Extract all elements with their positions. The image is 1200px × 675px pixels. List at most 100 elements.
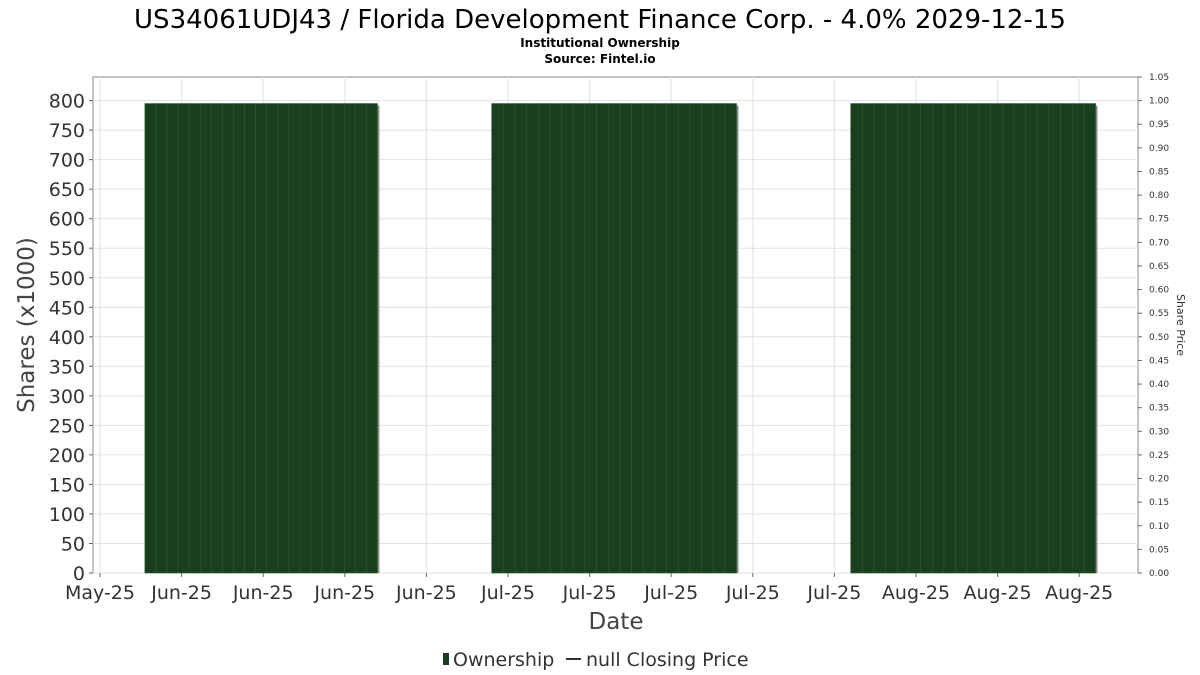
ownership-bar (631, 103, 644, 574)
ownership-bar (990, 103, 1003, 574)
legend-ownership-label: Ownership (453, 649, 554, 671)
ownership-bar (222, 103, 234, 574)
ownership-bar (1013, 103, 1026, 574)
y2-axis-label: Share Price (1174, 294, 1187, 356)
ownership-bar (932, 103, 945, 574)
y2-axis-ticks: 0.00 0.05 0.10 0.15 0.20 0.25 0.30 0.35 0.40 0.45… (1138, 73, 1169, 579)
y-tick-label: 550 (49, 238, 85, 260)
ownership-bar (966, 103, 980, 574)
ownership-bar (701, 103, 714, 574)
y2-tick-label: 1.05 (1149, 73, 1169, 83)
ownership-bar (873, 103, 886, 574)
ownership-bar (343, 103, 356, 574)
y-tick-label: 600 (49, 209, 85, 231)
x-tick-label: Jun-25 (395, 582, 457, 604)
ownership-bar (596, 103, 609, 574)
x-tick-label: Jul-25 (725, 582, 780, 604)
x-tick-label: Jul-25 (562, 582, 617, 604)
x-tick-label: Aug-25 (1045, 582, 1113, 604)
y-axis-label: Shares (x1000) (14, 237, 40, 413)
y-tick-label: 700 (49, 150, 85, 172)
ownership-bar (277, 103, 290, 574)
x-tick-label: Jun-25 (150, 582, 212, 604)
ownership-bar (491, 103, 504, 574)
ownership-bar (943, 103, 956, 574)
ownership-bar (288, 103, 301, 574)
y-tick-label: 150 (49, 474, 85, 496)
y-tick-label: 450 (49, 297, 85, 319)
y2-tick-label: 0.45 (1149, 356, 1169, 366)
y-tick-label: 300 (49, 386, 85, 408)
y2-tick-label: 0.70 (1149, 238, 1169, 248)
y2-tick-label: 0.75 (1149, 215, 1169, 225)
ownership-bar (1071, 103, 1085, 574)
x-tick-label: Jun-25 (232, 582, 294, 604)
y-tick-label: 250 (49, 415, 85, 437)
ownership-bar (155, 103, 168, 574)
y2-tick-label: 0.05 (1149, 545, 1169, 555)
chart-subtitle-2: Source: Fintel.io (544, 52, 655, 66)
y2-tick-label: 0.50 (1149, 333, 1169, 343)
ownership-bar (1060, 103, 1073, 574)
ownership-bar (321, 103, 334, 574)
y2-tick-label: 0.65 (1149, 262, 1169, 272)
y2-tick-label: 1.00 (1149, 97, 1169, 107)
x-tick-label: Aug-25 (964, 582, 1032, 604)
ownership-bar (689, 103, 702, 574)
x-tick-label: Jun-25 (313, 582, 375, 604)
ownership-bar (366, 103, 378, 574)
ownership-bar (1083, 103, 1096, 574)
x-tick-label: Aug-25 (882, 582, 950, 604)
ownership-bar (908, 103, 921, 574)
ownership-bar (233, 103, 245, 574)
y2-tick-label: 0.00 (1149, 569, 1169, 579)
y2-tick-label: 0.35 (1149, 404, 1169, 414)
ownership-bar (310, 103, 323, 574)
ownership-bar (897, 103, 910, 574)
y-tick-label: 100 (49, 504, 85, 526)
y-tick-label: 400 (49, 327, 85, 349)
y2-tick-label: 0.60 (1149, 286, 1169, 296)
y-axis-ticks: 0 50 100 150 200 250 300 350 400 450 500 550 600 650 7… (49, 91, 93, 585)
y2-tick-label: 0.20 (1149, 475, 1169, 485)
ownership-bar (354, 103, 367, 574)
ownership-bar (572, 103, 586, 574)
y-tick-label: 650 (49, 179, 85, 201)
y-tick-label: 200 (49, 445, 85, 467)
x-tick-label: Jul-25 (643, 582, 698, 604)
ownership-bar (1025, 103, 1038, 574)
ownership-bar (244, 103, 256, 574)
ownership-bar (1048, 103, 1061, 574)
y2-tick-label: 0.10 (1149, 522, 1169, 532)
y-tick-label: 500 (49, 268, 85, 290)
ownership-bars (144, 103, 1098, 574)
y2-tick-label: 0.55 (1149, 309, 1169, 319)
ownership-bar (642, 103, 656, 574)
ownership-bar (166, 103, 179, 574)
y-tick-label: 800 (49, 91, 85, 113)
chart-subtitle-1: Institutional Ownership (520, 36, 680, 50)
ownership-bar (199, 103, 212, 574)
legend: Ownership null Closing Price (443, 649, 749, 671)
y2-tick-label: 0.25 (1149, 451, 1169, 461)
y2-tick-label: 0.95 (1149, 120, 1169, 130)
y2-tick-label: 0.85 (1149, 167, 1169, 177)
ownership-bar (177, 103, 190, 574)
chart-title: US34061UDJ43 / Florida Development Finan… (134, 5, 1066, 35)
ownership-bar (584, 103, 597, 574)
y2-tick-label: 0.15 (1149, 498, 1169, 508)
ownership-bar (188, 103, 201, 574)
ownership-bar (1001, 103, 1015, 574)
ownership-bar (332, 103, 345, 574)
ownership-bar (862, 103, 875, 574)
ownership-bar (724, 103, 737, 574)
y-tick-label: 750 (49, 120, 85, 142)
ownership-bar (211, 103, 223, 574)
ownership-bar (266, 103, 279, 574)
ownership-bar (144, 103, 157, 574)
y2-tick-label: 0.40 (1149, 380, 1169, 390)
ownership-bar (677, 103, 691, 574)
ownership-bar (712, 103, 726, 574)
ownership-bar (654, 103, 667, 574)
